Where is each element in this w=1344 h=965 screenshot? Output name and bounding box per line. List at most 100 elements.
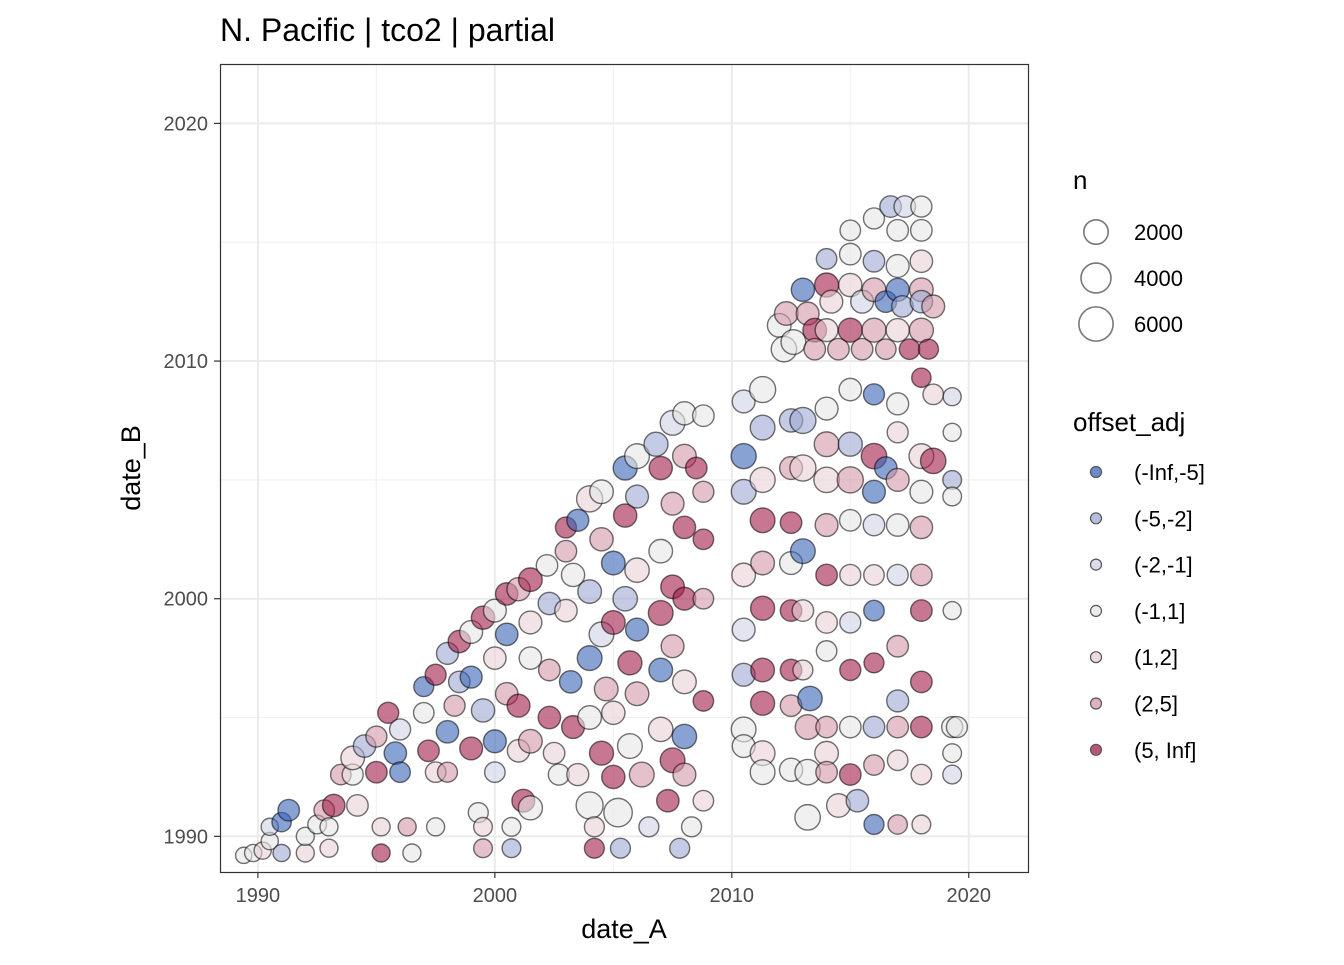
- data-point: [554, 539, 578, 563]
- data-point: [365, 725, 388, 748]
- data-point: [647, 599, 674, 627]
- data-point: [321, 793, 346, 818]
- x-tick-label: 1990: [236, 885, 281, 907]
- data-point: [748, 375, 777, 404]
- data-point: [470, 698, 496, 723]
- data-point: [537, 658, 561, 682]
- data-point: [647, 716, 674, 743]
- data-point: [863, 652, 885, 674]
- data-point: [616, 732, 643, 760]
- data-point: [692, 689, 715, 712]
- data-point: [671, 723, 698, 750]
- data-point: [819, 289, 844, 314]
- color-legend-key: [1089, 697, 1103, 710]
- data-point: [837, 431, 863, 457]
- y-axis-label: date_B: [116, 425, 146, 511]
- data-point: [388, 718, 412, 741]
- x-tick-label: 2000: [473, 885, 518, 907]
- data-point: [435, 719, 460, 744]
- x-tick-label: 2020: [947, 885, 992, 907]
- data-point: [789, 454, 817, 482]
- data-point: [814, 318, 839, 343]
- data-point: [863, 754, 885, 777]
- data-point: [839, 219, 862, 242]
- data-point: [601, 764, 626, 790]
- size-legend-label: 2000: [1134, 220, 1183, 245]
- data-point: [377, 701, 400, 724]
- data-point: [417, 739, 440, 763]
- data-point: [648, 538, 674, 564]
- data-point: [922, 383, 945, 406]
- data-point: [909, 479, 934, 504]
- data-point: [815, 247, 838, 270]
- data-point: [779, 511, 803, 535]
- data-point: [672, 586, 697, 611]
- data-point: [612, 503, 638, 528]
- data-point: [886, 715, 910, 739]
- data-point: [424, 663, 447, 686]
- data-point: [566, 508, 590, 532]
- data-point: [909, 599, 933, 623]
- data-point: [730, 442, 757, 470]
- size-legend-key: [1078, 306, 1114, 342]
- data-point: [886, 749, 909, 772]
- data-point: [815, 715, 839, 739]
- data-point: [750, 550, 776, 576]
- data-point: [910, 763, 933, 786]
- data-point: [459, 665, 483, 689]
- data-point: [845, 788, 870, 813]
- data-point: [576, 645, 603, 672]
- data-point: [517, 728, 543, 754]
- color-legend-label: (-Inf,-5]: [1134, 460, 1205, 485]
- data-point: [518, 646, 543, 671]
- chart-title: N. Pacific | tco2 | partial: [220, 12, 555, 48]
- data-point: [794, 803, 822, 831]
- data-point: [655, 788, 680, 813]
- data-point: [345, 794, 369, 817]
- data-point: [680, 816, 703, 838]
- data-point: [436, 761, 459, 783]
- data-point: [518, 610, 543, 635]
- data-point: [839, 658, 862, 682]
- color-legend-key: [1089, 604, 1103, 618]
- color-legend-key: [1089, 743, 1103, 756]
- data-point: [612, 585, 639, 612]
- data-point: [371, 817, 391, 837]
- color-legend-title: offset_adj: [1073, 407, 1185, 437]
- data-points: [234, 195, 969, 865]
- data-point: [517, 567, 543, 593]
- data-point: [731, 389, 756, 414]
- data-point: [910, 367, 932, 389]
- data-point: [575, 791, 604, 820]
- data-point: [506, 693, 531, 718]
- data-point: [917, 338, 940, 360]
- data-point: [910, 195, 933, 218]
- data-point: [537, 705, 562, 730]
- y-tick-label: 2010: [164, 351, 209, 373]
- data-point: [749, 759, 776, 786]
- data-point: [624, 617, 650, 642]
- y-tick-label: 2020: [164, 113, 209, 135]
- y-tick-label: 2000: [164, 589, 209, 611]
- data-point: [874, 338, 897, 361]
- data-point: [792, 659, 814, 681]
- x-tick-label: 2010: [710, 885, 755, 907]
- data-point: [815, 563, 839, 587]
- data-point: [692, 480, 715, 503]
- data-point: [494, 622, 519, 647]
- data-point: [459, 736, 484, 761]
- data-point: [319, 817, 339, 837]
- data-point: [838, 508, 862, 532]
- data-point: [815, 640, 838, 662]
- data-point: [909, 670, 933, 694]
- data-point: [749, 595, 776, 621]
- data-point: [836, 466, 865, 494]
- legend: n offset_adj 2000 4000 6000 (-Inf,-5] (-5,-2…: [1073, 165, 1205, 763]
- data-point: [837, 272, 863, 298]
- data-point: [797, 685, 823, 712]
- size-legend-label: 6000: [1134, 312, 1183, 337]
- data-point: [671, 669, 697, 695]
- data-point: [911, 814, 932, 835]
- data-point: [692, 528, 715, 551]
